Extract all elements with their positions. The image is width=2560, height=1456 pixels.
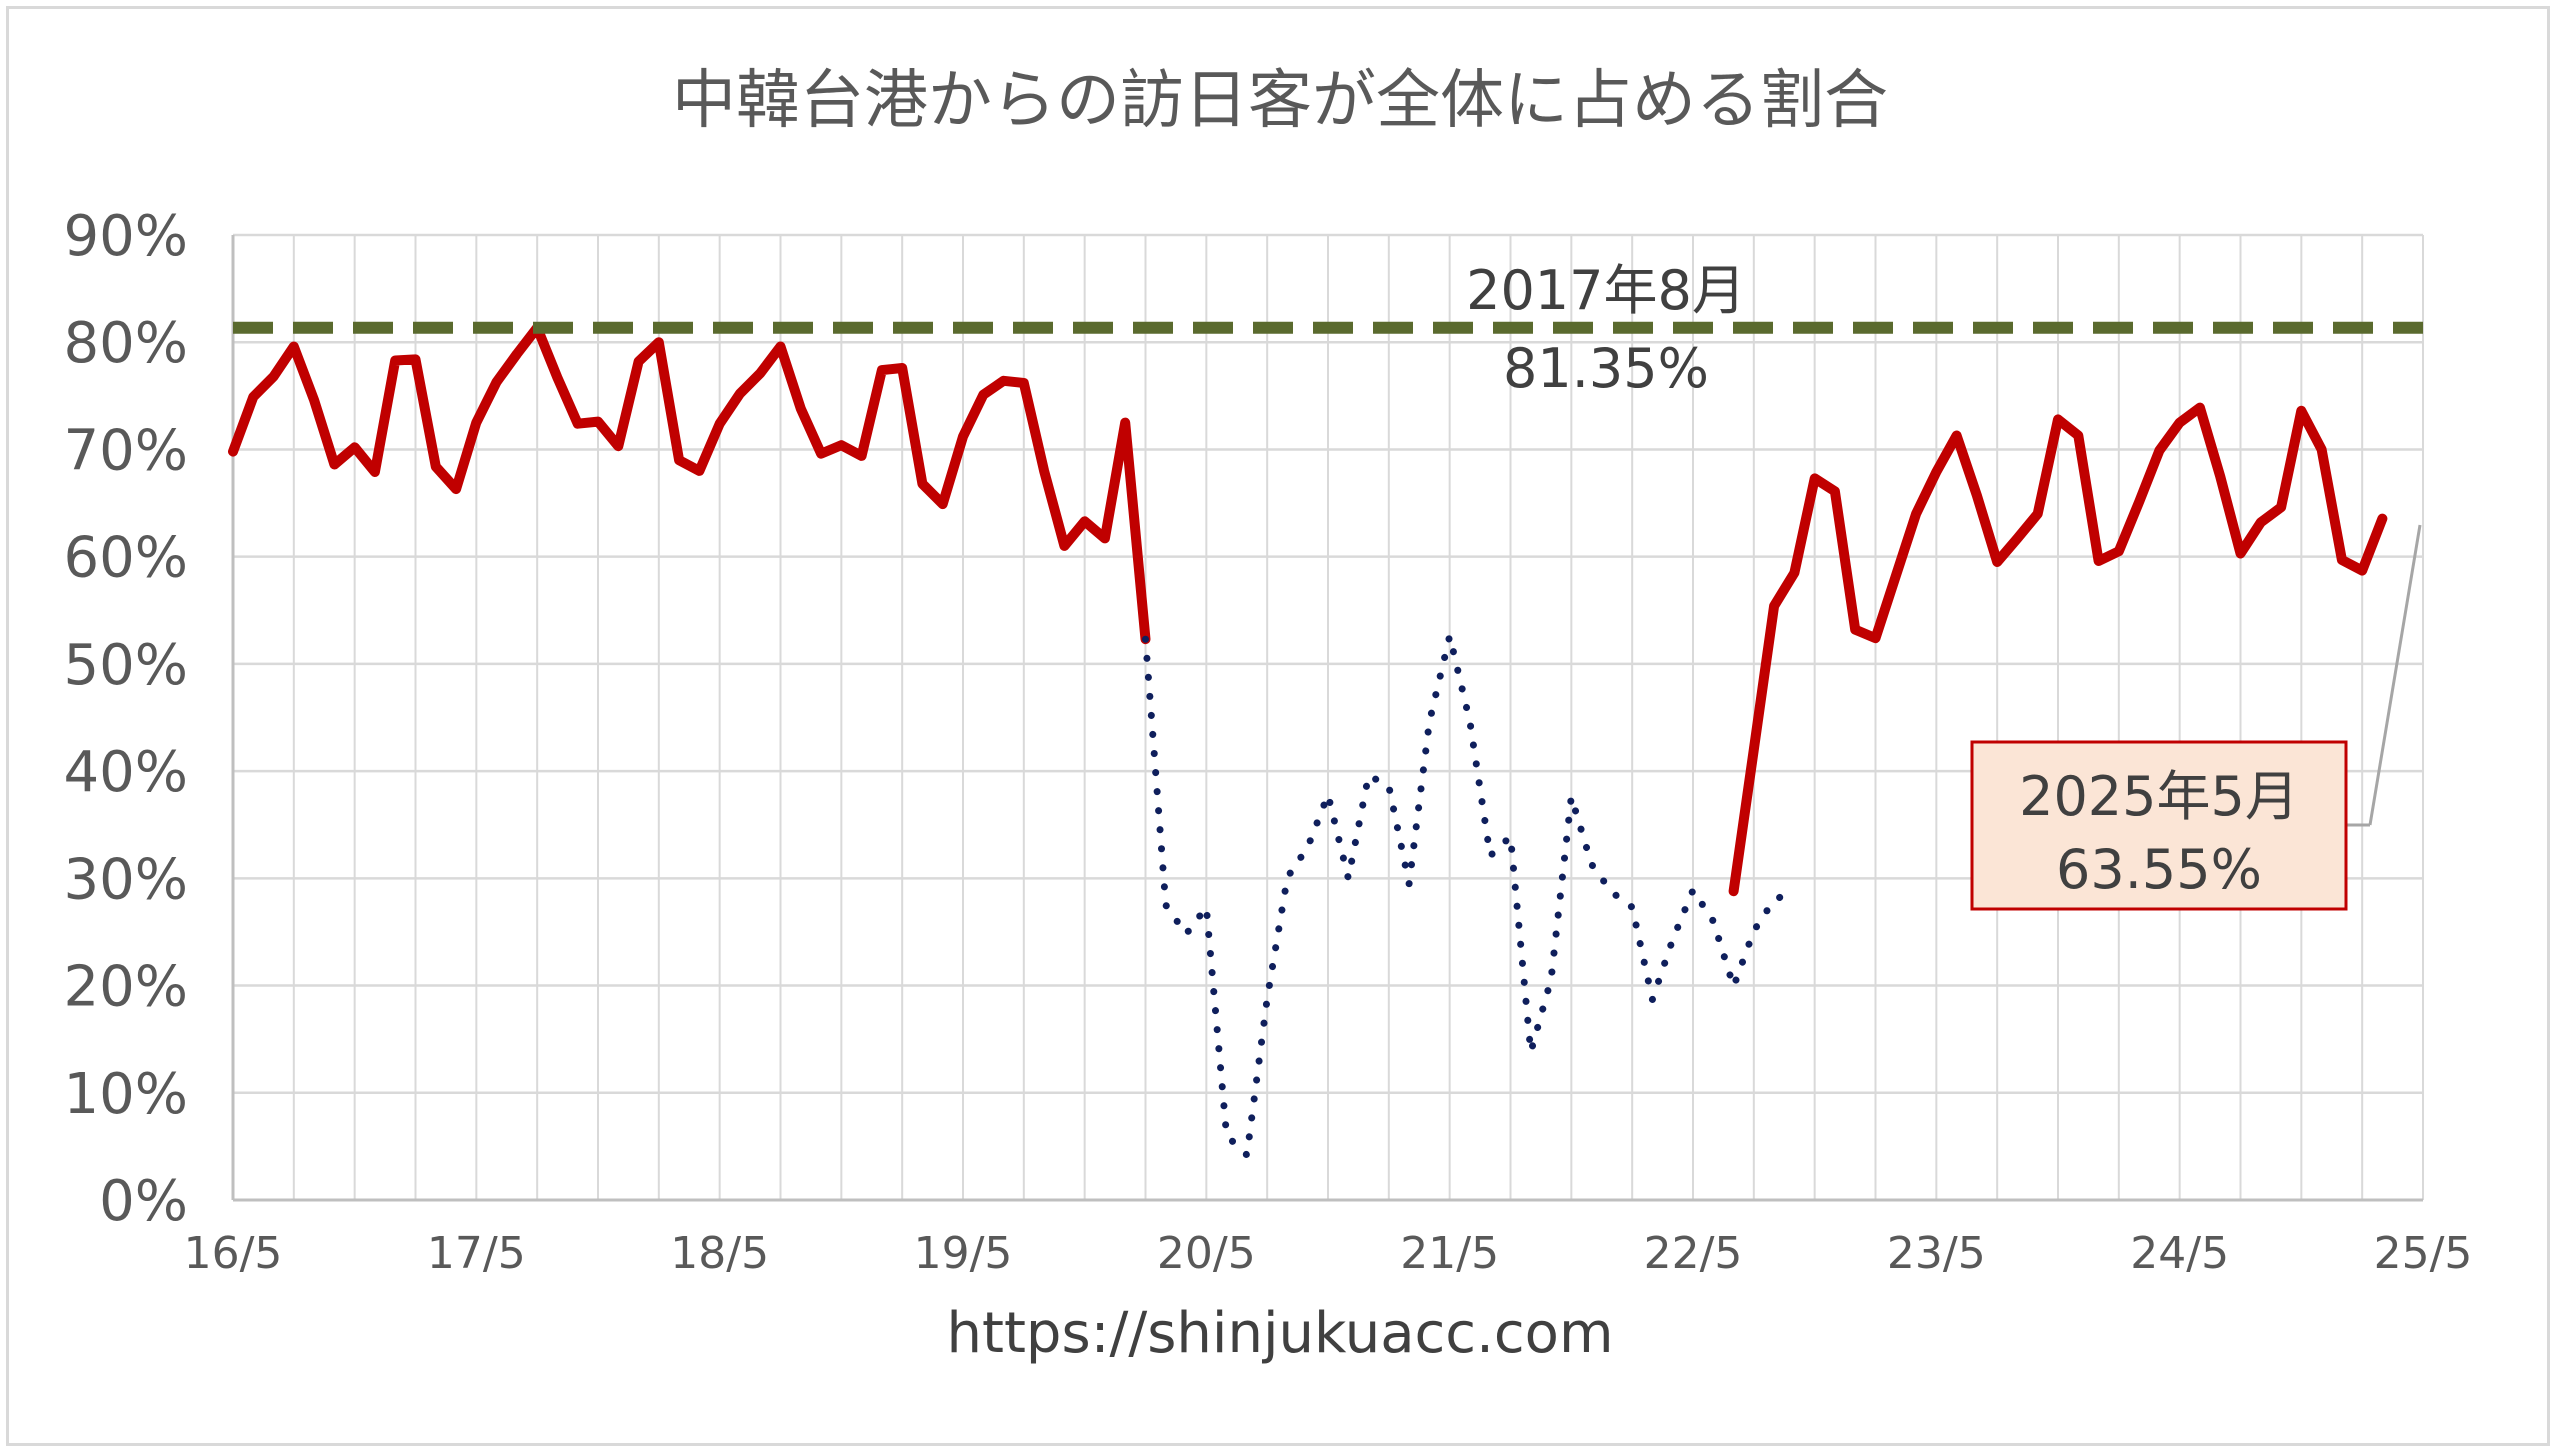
- y-tick-label: 60%: [64, 526, 188, 591]
- x-tick-label: 22/5: [1644, 1228, 1743, 1279]
- callout-date: 2025年5月: [2019, 765, 2299, 828]
- source-url: https://shinjukuacc.com: [947, 1301, 1614, 1366]
- callout-value: 63.55%: [2056, 838, 2262, 901]
- x-tick-label: 20/5: [1157, 1228, 1256, 1279]
- x-tick-label: 21/5: [1400, 1228, 1499, 1279]
- axes: [231, 235, 2423, 1202]
- annotation-peak-value: 81.35%: [1503, 337, 1709, 400]
- series-line-dotted: [1142, 632, 1798, 1159]
- y-tick-label: 0%: [99, 1169, 188, 1234]
- y-tick-label: 80%: [64, 311, 188, 376]
- series: [228, 321, 2423, 1159]
- x-tick-label: 17/5: [427, 1228, 526, 1279]
- x-tick-label: 16/5: [184, 1228, 283, 1279]
- y-tick-label: 50%: [64, 633, 188, 698]
- chart-frame: [6, 6, 2550, 1446]
- y-tick-label: 20%: [64, 955, 188, 1020]
- series-line-solid: [228, 322, 1151, 645]
- callout-leader-diagonal: [2368, 524, 2422, 826]
- x-tick-label: 24/5: [2130, 1228, 2229, 1279]
- x-tick-label: 25/5: [2374, 1228, 2473, 1279]
- series-line-solid: [1728, 402, 2388, 897]
- y-tick-label: 70%: [64, 418, 188, 483]
- x-tick-label: 19/5: [914, 1228, 1013, 1279]
- y-tick-label: 90%: [64, 204, 188, 269]
- x-tick-label: 18/5: [670, 1228, 769, 1279]
- annotation-peak: 2017年8月 81.35%: [1466, 259, 1746, 400]
- annotation-peak-date: 2017年8月: [1466, 259, 1746, 322]
- callout-box: [1970, 740, 2348, 911]
- y-tick-label: 10%: [64, 1062, 188, 1127]
- annotation-latest: 2025年5月 63.55%: [1970, 524, 2422, 911]
- y-tick-label: 40%: [64, 740, 188, 805]
- chart-title: 中韓台港からの訪日客が全体に占める割合: [672, 64, 1888, 138]
- x-tick-label: 23/5: [1887, 1228, 1986, 1279]
- labels: 0% 10% 20% 30% 40% 50% 60% 70% 80% 90% 16/5 17/5 18/…: [64, 204, 2473, 1279]
- y-tick-label: 30%: [64, 847, 188, 912]
